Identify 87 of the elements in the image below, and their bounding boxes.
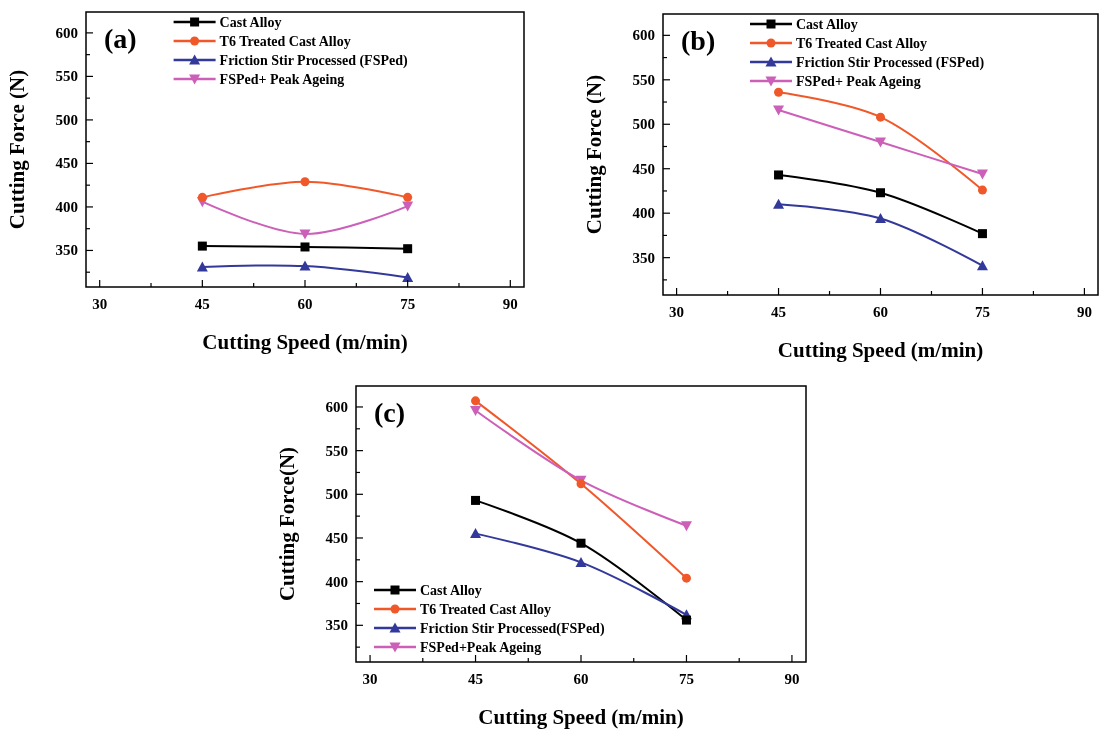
x-tick-label: 90 [1076,304,1092,320]
x-tick-label: 75 [974,304,990,320]
point [403,244,413,254]
point [299,260,311,271]
x-tick-label: 60 [297,296,313,312]
point [774,87,784,97]
y-tick-label: 550 [325,442,348,459]
point [300,242,310,252]
point [300,177,310,187]
point [470,405,482,416]
chart-title: (a) [104,23,137,54]
point [471,495,481,505]
y-tick-label: 350 [325,617,348,634]
point [470,528,482,539]
point [575,556,587,567]
point [681,573,691,583]
y-tick-label: 500 [325,486,348,503]
y-tick-label: 400 [55,198,78,215]
chart-title: (b) [681,25,716,56]
x-tick-label: 45 [468,671,484,687]
chart-title: (c) [374,397,406,428]
x-tick-label: 75 [678,671,694,687]
point [576,538,586,548]
legend-label: Friction Stir Processed (FSPed) [796,55,985,71]
point [197,241,207,251]
legend-label: Friction Stir Processed (FSPed) [219,53,408,69]
point [576,479,586,489]
y-tick-label: 400 [325,573,348,590]
legend-label: T6 Treated Cast Alloy [796,36,928,51]
x-axis-title: Cutting Speed (m/min) [202,330,408,354]
point [773,198,785,209]
point [471,396,481,406]
point [977,229,987,239]
y-tick-label: 350 [632,249,655,266]
y-tick-label: 450 [632,160,655,177]
x-tick-label: 90 [502,296,518,312]
point [876,112,885,122]
point [976,169,988,180]
y-tick-label: 600 [632,27,655,44]
x-tick-label: 45 [771,304,787,320]
x-tick-label: 30 [362,671,378,687]
x-tick-label: 45 [194,296,210,312]
y-axis-title: Cutting Force (N) [5,69,29,230]
point [299,229,311,240]
point [680,521,692,532]
point [402,201,414,212]
x-tick-label: 30 [669,304,685,320]
legend-label: Cast Alloy [420,583,482,598]
point [977,185,987,195]
x-axis-title: Cutting Speed (m/min) [777,338,984,362]
y-tick-label: 550 [55,68,78,85]
y-axis-title: Cutting Force (N) [582,74,606,235]
legend-label: Cast Alloy [796,17,858,32]
legend-label: FSPed+ Peak Ageing [796,74,921,89]
point [875,213,886,224]
y-tick-label: 500 [632,116,655,133]
legend-label: Cast Alloy [219,15,282,30]
point [403,192,413,202]
point [681,615,691,625]
point [774,170,784,180]
x-tick-label: 75 [400,296,416,312]
point [402,271,414,282]
point [875,137,886,148]
x-tick-label: 90 [784,671,800,687]
y-tick-label: 500 [55,111,78,128]
point [773,105,785,116]
point [976,260,988,271]
y-tick-label: 600 [55,24,78,41]
legend-label: FSPed+Peak Ageing [420,640,542,655]
legend-label: T6 Treated Cast Alloy [420,602,552,617]
x-axis-title: Cutting Speed (m/min) [478,705,684,729]
y-tick-label: 450 [55,155,78,172]
point [876,188,885,198]
point [196,261,208,272]
y-tick-label: 600 [325,398,348,415]
y-tick-label: 400 [632,205,655,222]
x-tick-label: 60 [873,304,888,320]
legend-label: T6 Treated Cast Alloy [219,34,351,49]
x-tick-label: 60 [573,671,589,687]
legend-label: Friction Stir Processed(FSPed) [420,621,605,637]
legend-label: FSPed+ Peak Ageing [219,72,345,87]
y-tick-label: 550 [632,71,655,88]
point [197,192,207,202]
y-tick-label: 450 [325,529,348,546]
y-tick-label: 350 [55,242,78,259]
y-axis-title: Cutting Force(N) [275,446,299,602]
x-tick-label: 30 [92,296,108,312]
